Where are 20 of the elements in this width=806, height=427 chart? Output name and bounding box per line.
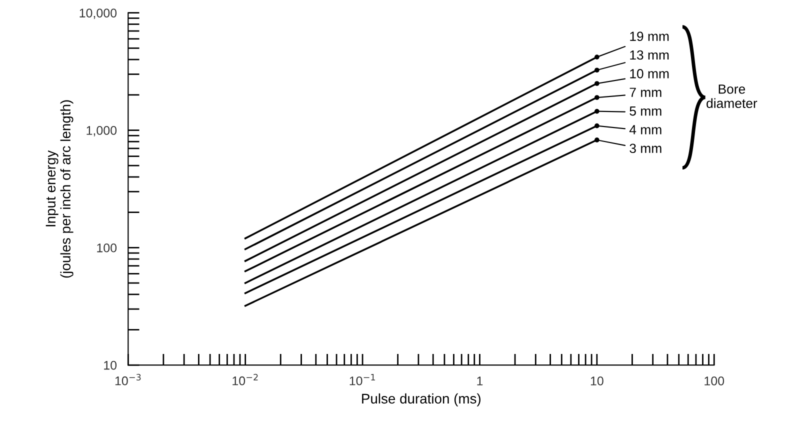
legend-title: Bore diameter: [706, 84, 758, 108]
legend-label: 7 mm: [630, 88, 662, 97]
x-tick-label: 10$^{−3}$: [115, 374, 141, 386]
legend-label: 3 mm: [630, 144, 662, 154]
text: 19 mm: [630, 32, 669, 42]
y-tick-label: 100: [97, 243, 117, 252]
x-tick-label: 10: [590, 376, 604, 386]
y-tick-label: 10: [104, 360, 117, 370]
text: 13 mm: [630, 50, 669, 60]
legend-label: 10 mm: [630, 69, 669, 78]
y-tick-label: 10,000: [80, 8, 117, 19]
x-tick-label: 10$^{−2}$: [232, 374, 258, 386]
x-tick-label: 100: [704, 376, 724, 386]
legend-label: 5 mm: [630, 106, 662, 116]
x-tick-label: 1: [477, 376, 483, 386]
x-tick-label: 10$^{−1}$: [350, 374, 375, 386]
y-tick-label: 1,000: [86, 126, 117, 136]
x-axis-title: Pulse duration (ms): [362, 393, 480, 406]
legend-label: 4 mm: [629, 125, 662, 134]
y-axis-title: Input energy (joules per inch of arc length): [46, 100, 74, 278]
